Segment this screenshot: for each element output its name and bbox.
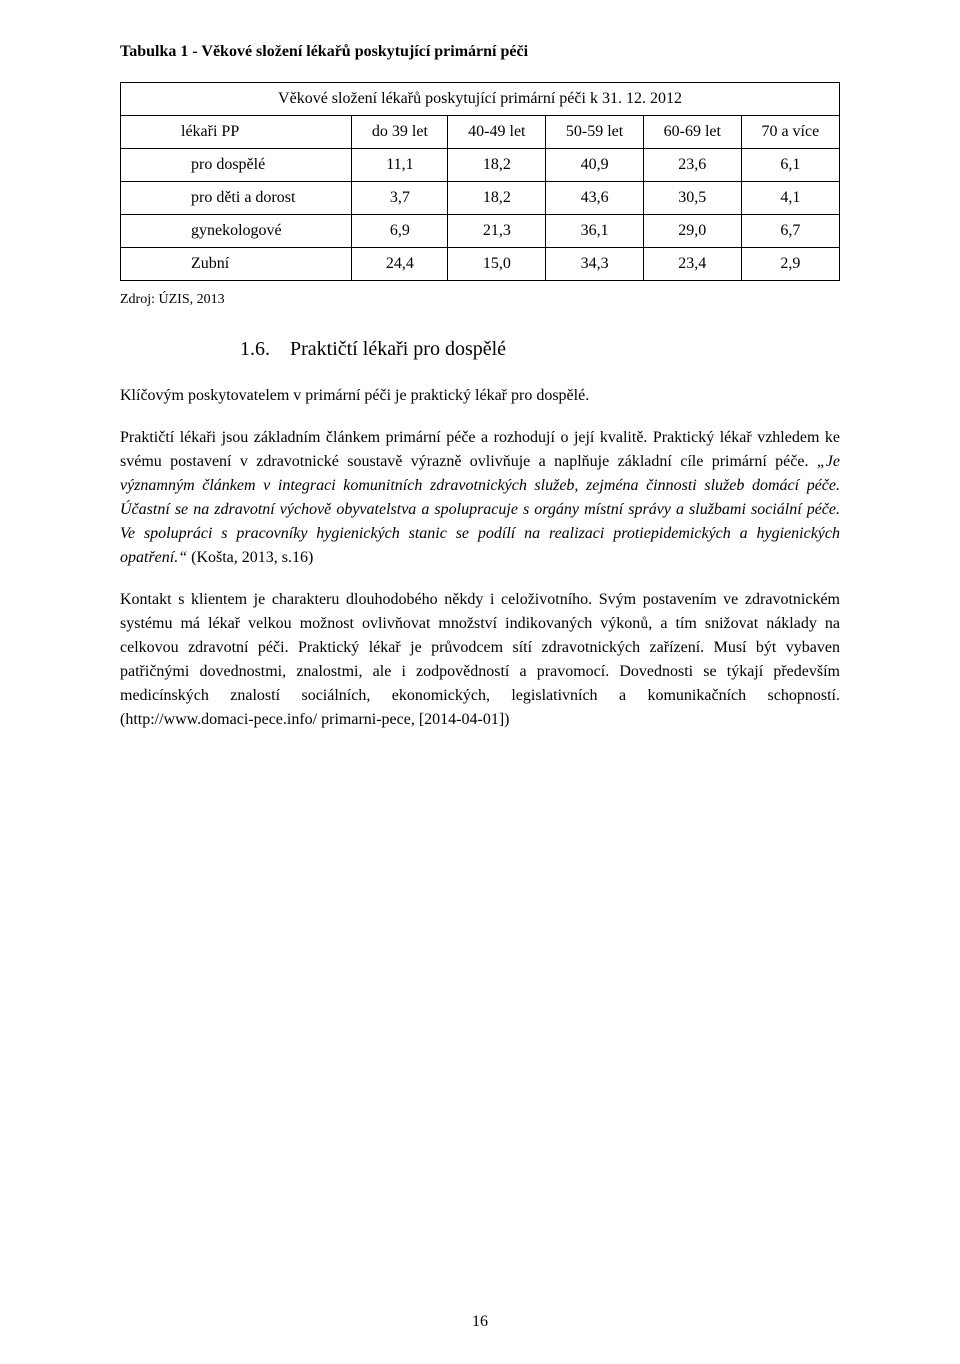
cell: 11,1 <box>352 149 448 182</box>
row-label: gynekologové <box>121 215 352 248</box>
cell: 36,1 <box>546 215 644 248</box>
cell: 4,1 <box>741 182 839 215</box>
header-col-1: 40-49 let <box>448 116 546 149</box>
paragraph-1: Klíčovým poskytovatelem v primární péči … <box>120 384 840 408</box>
age-structure-table: Věkové složení lékařů poskytující primár… <box>120 82 840 281</box>
paragraph-2: Praktičtí lékaři jsou základním článkem … <box>120 426 840 570</box>
table-row: pro dospělé 11,1 18,2 40,9 23,6 6,1 <box>121 149 840 182</box>
p2-citation: (Košta, 2013, s.16) <box>187 549 313 566</box>
cell: 15,0 <box>448 248 546 281</box>
paragraph-3: Kontakt s klientem je charakteru dlouhod… <box>120 588 840 732</box>
section-heading: 1.6. Praktičtí lékaři pro dospělé <box>240 334 840 364</box>
cell: 2,9 <box>741 248 839 281</box>
table-row: Zubní 24,4 15,0 34,3 23,4 2,9 <box>121 248 840 281</box>
cell: 34,3 <box>546 248 644 281</box>
header-col-3: 60-69 let <box>643 116 741 149</box>
cell: 29,0 <box>643 215 741 248</box>
document-page: Tabulka 1 - Věkové složení lékařů poskyt… <box>0 0 960 1364</box>
table-title-row: Věkové složení lékařů poskytující primár… <box>121 83 840 116</box>
header-col-0: do 39 let <box>352 116 448 149</box>
cell: 6,1 <box>741 149 839 182</box>
table-source: Zdroj: ÚZIS, 2013 <box>120 289 840 310</box>
cell: 6,7 <box>741 215 839 248</box>
row-label: pro dospělé <box>121 149 352 182</box>
page-number: 16 <box>0 1310 960 1334</box>
p2-lead: Praktičtí lékaři jsou základním článkem … <box>120 429 840 470</box>
header-col-2: 50-59 let <box>546 116 644 149</box>
section-title: Praktičtí lékaři pro dospělé <box>290 338 506 360</box>
cell: 40,9 <box>546 149 644 182</box>
cell: 30,5 <box>643 182 741 215</box>
cell: 21,3 <box>448 215 546 248</box>
cell: 23,6 <box>643 149 741 182</box>
table-header-row: lékaři PP do 39 let 40-49 let 50-59 let … <box>121 116 840 149</box>
cell: 23,4 <box>643 248 741 281</box>
row-label: pro děti a dorost <box>121 182 352 215</box>
cell: 3,7 <box>352 182 448 215</box>
table-title-cell: Věkové složení lékařů poskytující primár… <box>121 83 840 116</box>
cell: 18,2 <box>448 182 546 215</box>
section-number: 1.6. <box>240 338 270 360</box>
cell: 18,2 <box>448 149 546 182</box>
cell: 24,4 <box>352 248 448 281</box>
header-col-4: 70 a více <box>741 116 839 149</box>
cell: 6,9 <box>352 215 448 248</box>
table-caption: Tabulka 1 - Věkové složení lékařů poskyt… <box>120 40 840 64</box>
table-row: pro děti a dorost 3,7 18,2 43,6 30,5 4,1 <box>121 182 840 215</box>
table-row: gynekologové 6,9 21,3 36,1 29,0 6,7 <box>121 215 840 248</box>
header-col-label: lékaři PP <box>121 116 352 149</box>
cell: 43,6 <box>546 182 644 215</box>
row-label: Zubní <box>121 248 352 281</box>
